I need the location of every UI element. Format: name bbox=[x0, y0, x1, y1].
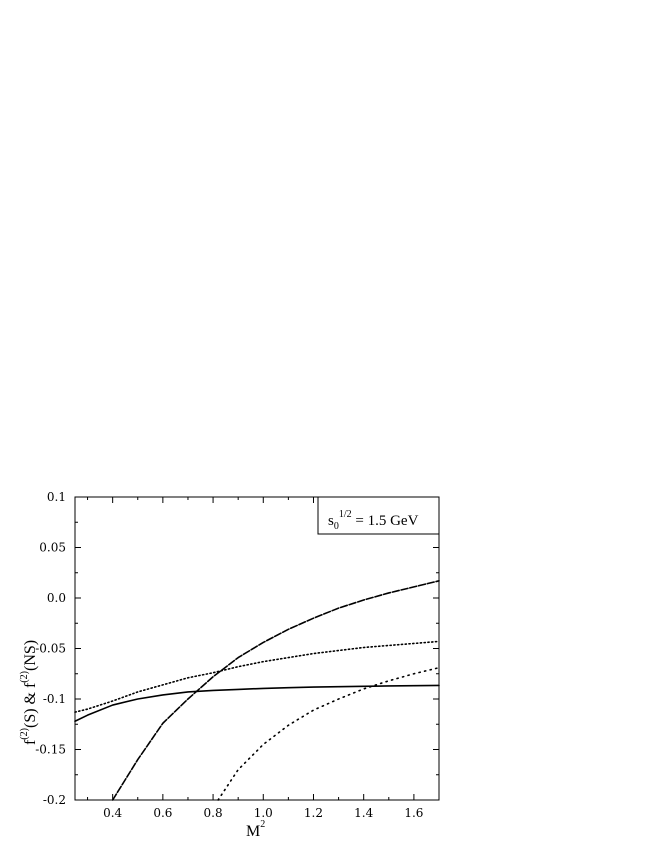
x-tick-label: 0.4 bbox=[103, 806, 122, 820]
x-tick-label: 0.6 bbox=[153, 806, 172, 820]
series-line-2-dotted bbox=[74, 640, 440, 713]
y-tick-label: -0.2 bbox=[43, 793, 66, 807]
x-tick-label: 1.0 bbox=[254, 806, 273, 820]
y-tick-label: 0.05 bbox=[39, 541, 66, 555]
x-title-sup: 2 bbox=[260, 819, 265, 830]
y-title-end: (NS) bbox=[22, 640, 39, 671]
axis-ticks: 0.4 0.6 0.8 1.0 1.2 1.4 1.6 0.1 0.05 0.0 -0.05 -0.1… bbox=[35, 490, 440, 820]
y-title-sup1: (2) bbox=[19, 728, 30, 740]
x-tick-label: 1.2 bbox=[304, 806, 323, 820]
legend-s: s bbox=[328, 513, 334, 529]
y-title-f1: f bbox=[22, 739, 39, 745]
x-tick-label: 0.8 bbox=[204, 806, 223, 820]
x-tick-label: 1.4 bbox=[354, 806, 373, 820]
x-tick-label: 1.6 bbox=[404, 806, 423, 820]
y-tick-label: -0.05 bbox=[35, 642, 66, 656]
series-layer bbox=[74, 580, 440, 801]
y-tick-label: -0.15 bbox=[35, 743, 66, 757]
y-title-sup2: (2) bbox=[19, 671, 30, 683]
y-tick-label: 0.0 bbox=[47, 591, 66, 605]
y-tick-label: 0.1 bbox=[47, 490, 66, 504]
x-title-main: M bbox=[246, 823, 260, 840]
legend-annotation: s01/2 = 1.5 GeV bbox=[328, 509, 419, 532]
series-line-3-dashed bbox=[111, 580, 440, 801]
y-tick-label: -0.1 bbox=[43, 692, 66, 706]
x-axis-title: M2 bbox=[246, 819, 265, 840]
y-axis-title: f(2)(S) & f(2)(NS) bbox=[19, 640, 39, 745]
legend-rest: = 1.5 GeV bbox=[352, 513, 419, 529]
y-title-mid: (S) & f bbox=[22, 682, 39, 728]
plot-frame bbox=[74, 496, 440, 801]
legend-frame bbox=[317, 496, 440, 535]
legend-sub: 0 bbox=[334, 521, 339, 532]
series-line-1-solid bbox=[74, 684, 440, 723]
legend-box: s01/2 = 1.5 GeV bbox=[317, 496, 440, 535]
legend-sup: 1/2 bbox=[339, 509, 352, 520]
